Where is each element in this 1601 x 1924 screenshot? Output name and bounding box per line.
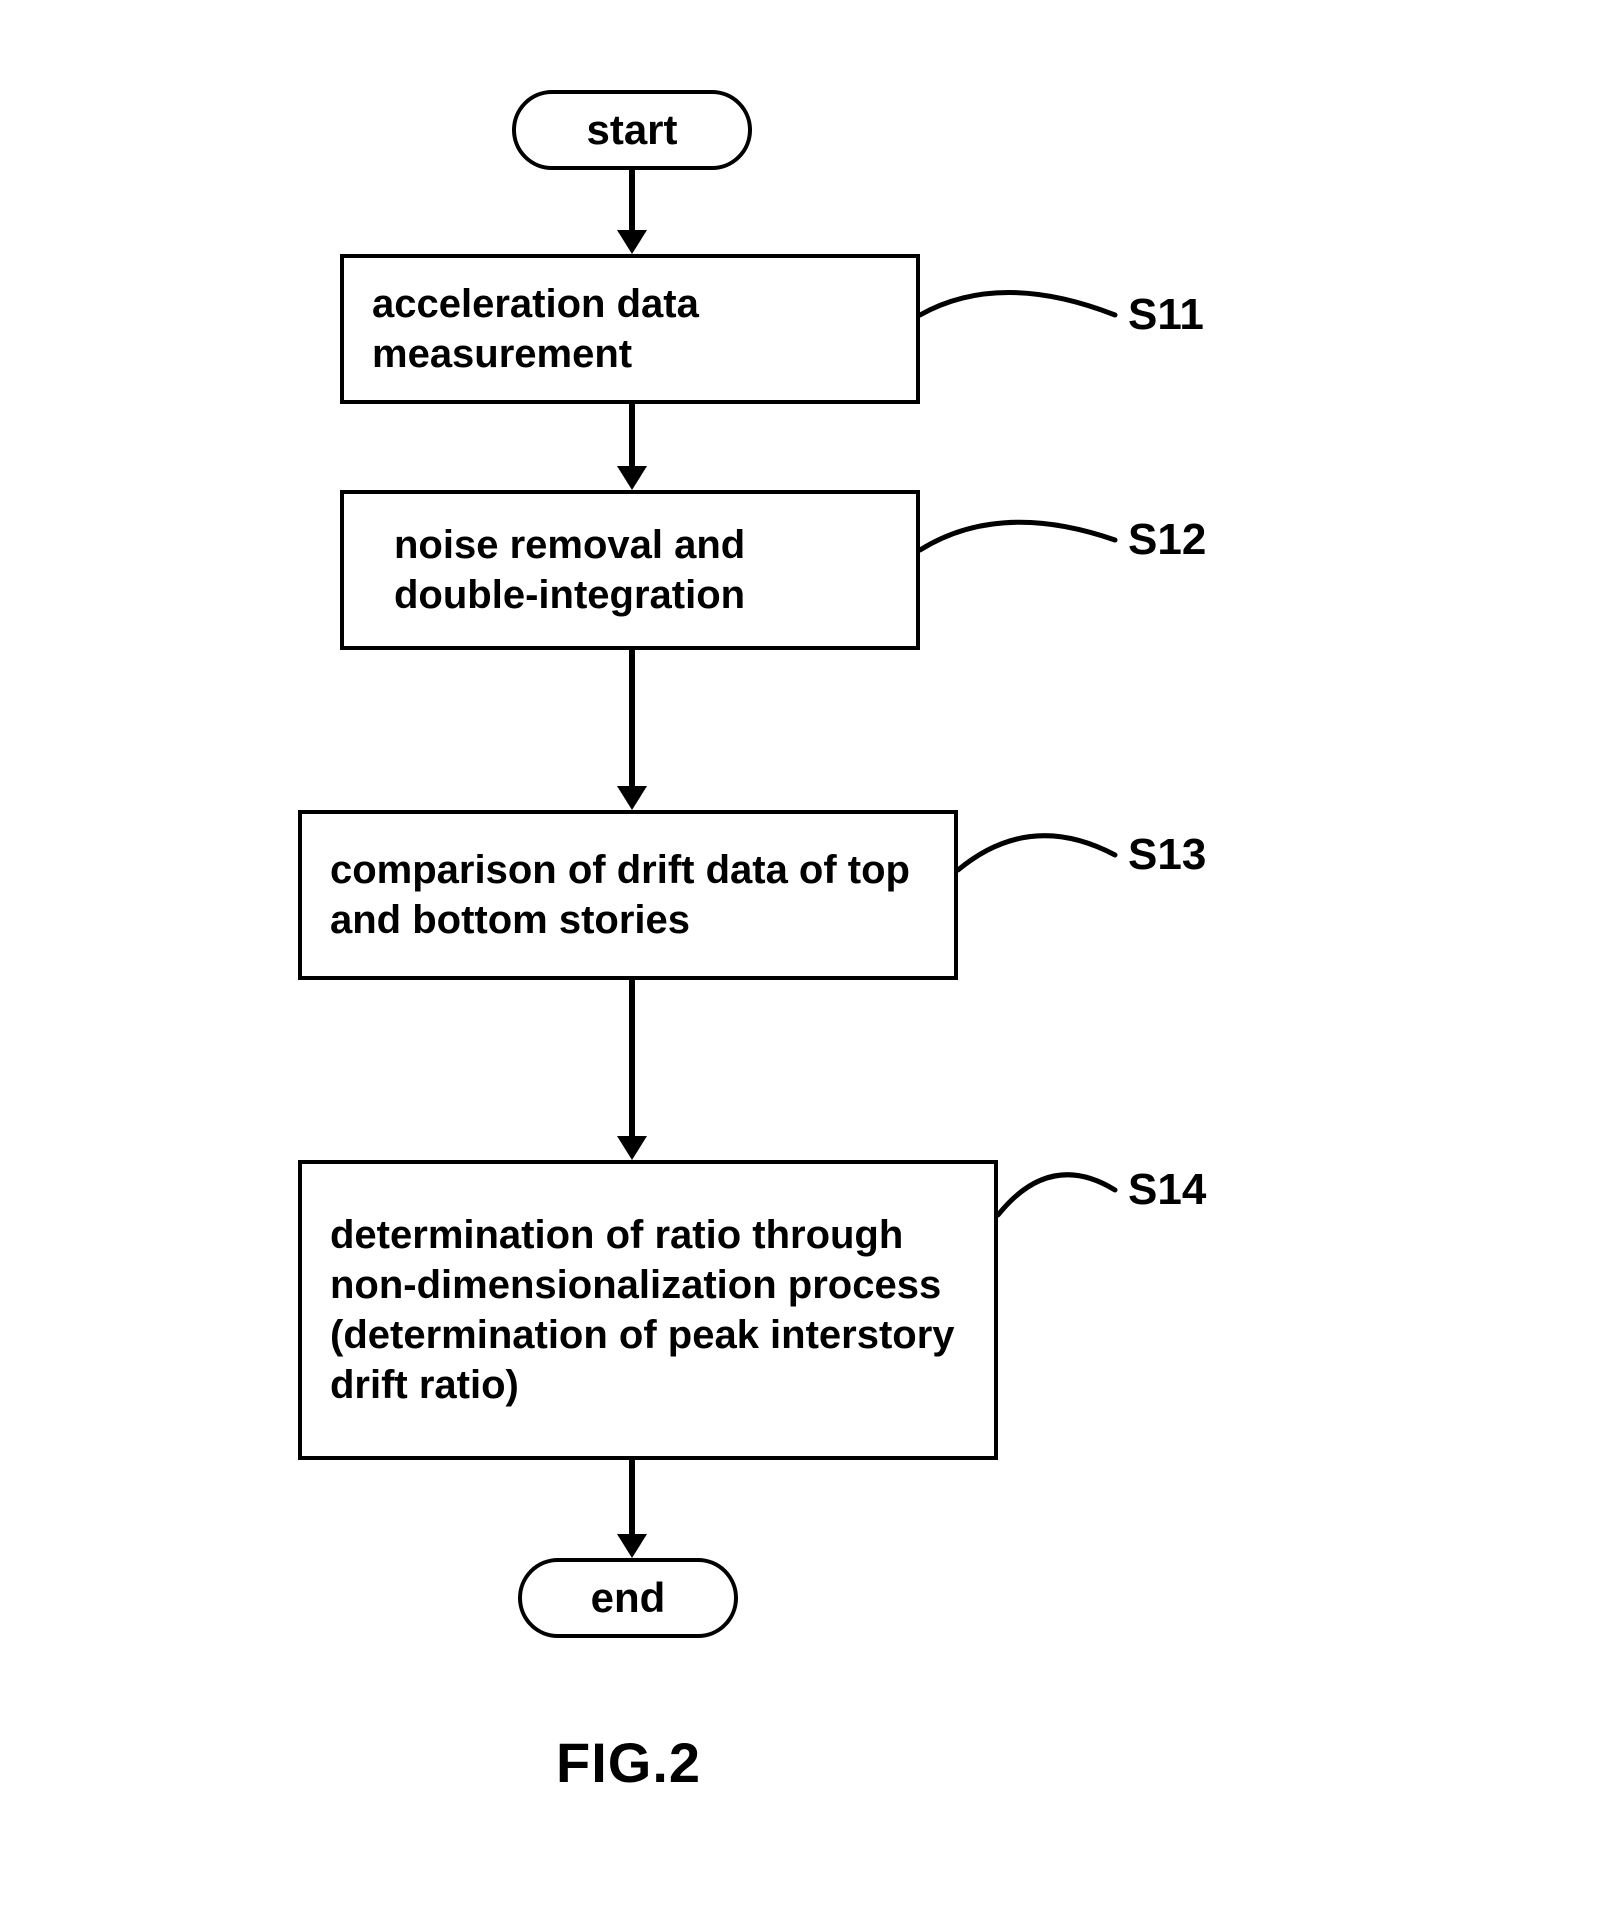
step-label-s13: S13 (1128, 830, 1206, 880)
lead-line-s12 (920, 522, 1115, 550)
lead-line-s11 (920, 293, 1115, 316)
flowchart-canvas: start acceleration data measurement nois… (0, 0, 1601, 1924)
lead-line-s13 (958, 836, 1115, 870)
lead-line-s14 (998, 1175, 1115, 1215)
step-label-s11: S11 (1128, 290, 1204, 340)
lead-lines-layer (0, 0, 1601, 1924)
figure-caption: FIG.2 (556, 1730, 701, 1795)
step-label-s12: S12 (1128, 515, 1206, 565)
step-label-s14: S14 (1128, 1165, 1206, 1215)
